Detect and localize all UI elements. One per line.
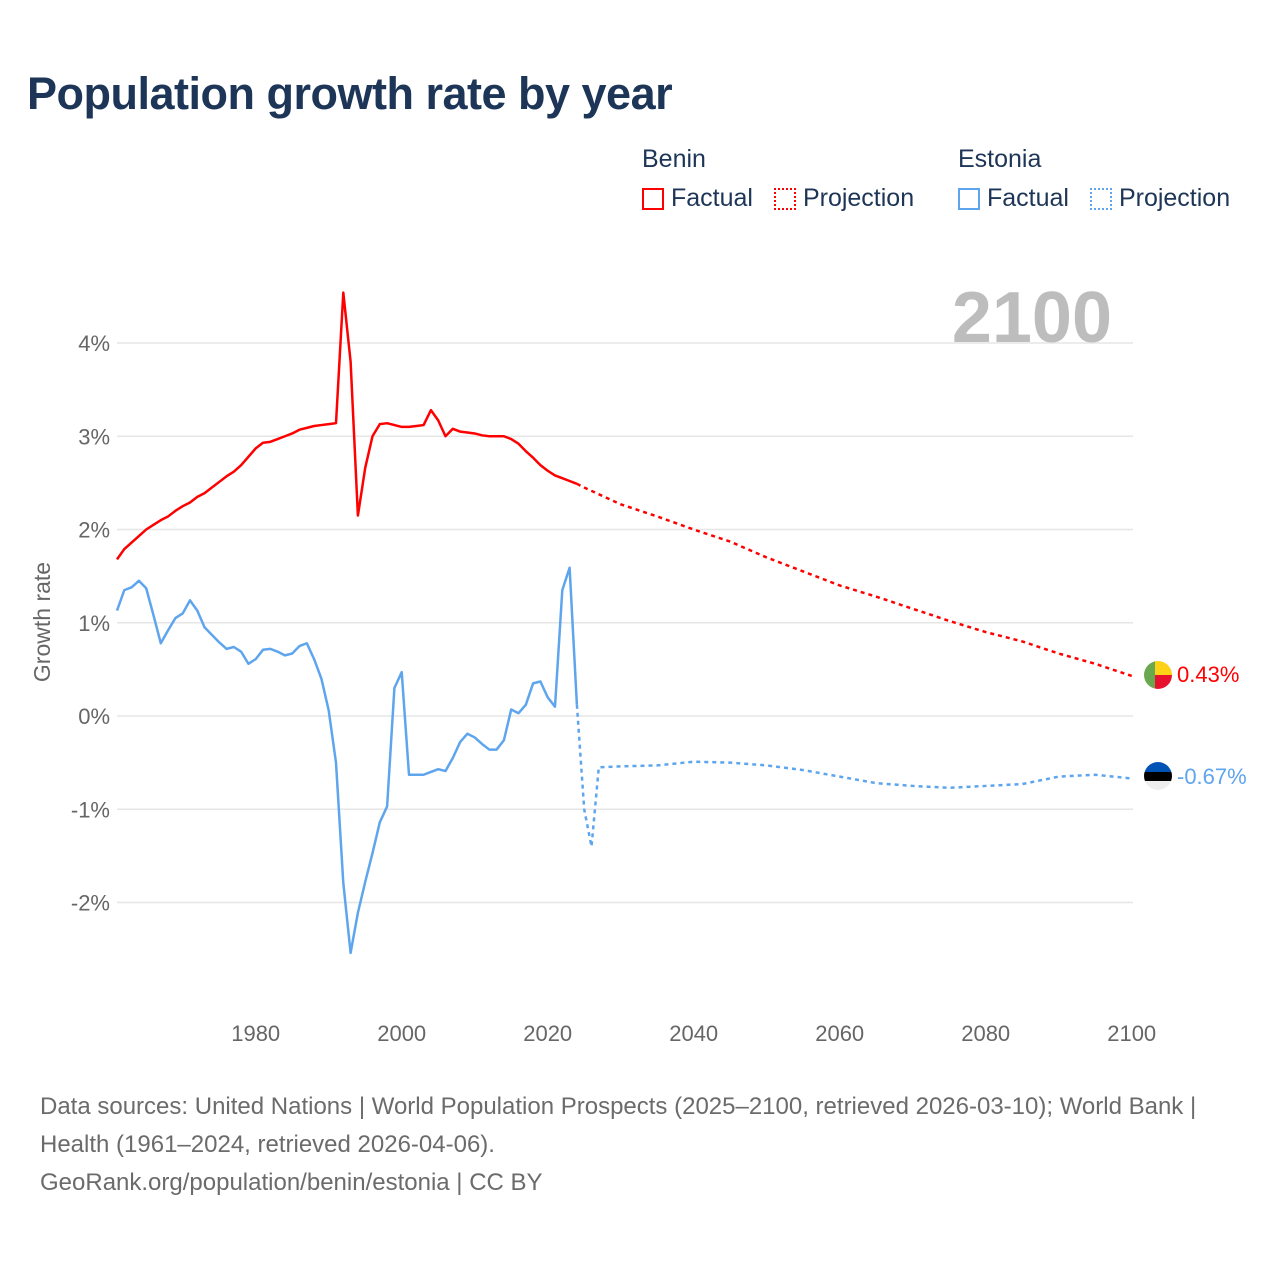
y-tick-label: -2% (71, 891, 110, 916)
y-tick-label: 2% (78, 518, 110, 543)
legend-country-name: Estonia (958, 145, 1042, 173)
estonia-factual-line (115, 566, 579, 955)
data-sources: Data sources: United Nations | World Pop… (40, 1093, 1197, 1158)
x-tick-label: 2060 (815, 1021, 864, 1046)
legend-label: Factual (671, 184, 753, 212)
y-tick-label: -1% (71, 797, 110, 822)
footer: Data sources: United Nations | World Pop… (40, 1088, 1240, 1202)
legend-label: Projection (802, 184, 915, 212)
x-tick-label: 2040 (669, 1021, 718, 1046)
estonia-projection-line (575, 704, 1132, 847)
legend-label: Projection (1118, 184, 1231, 212)
x-tick-label: 2020 (523, 1021, 572, 1046)
legend-benin: Benin Factual Projection (642, 145, 928, 217)
legend-item-estonia-factual[interactable]: Factual (958, 184, 1069, 213)
legend-item-benin-factual[interactable]: Factual (642, 184, 753, 213)
legend-item-benin-projection[interactable]: Projection (773, 184, 915, 213)
attribution-link[interactable]: GeoRank.org/population/benin/estonia | C… (40, 1169, 543, 1196)
legend-country-name: Benin (642, 145, 706, 173)
x-tick-label: 2080 (961, 1021, 1010, 1046)
solid-swatch-icon (642, 187, 664, 210)
chart-title: Population growth rate by year (27, 68, 673, 119)
legend-item-estonia-projection[interactable]: Projection (1089, 184, 1231, 213)
benin-factual-line (115, 291, 578, 561)
y-axis-label: Growth rate (29, 562, 55, 682)
dotted-swatch-icon (773, 187, 796, 210)
year-display: 2100 (952, 278, 1112, 358)
x-tick-label: 1980 (231, 1021, 280, 1046)
estonia-end-label: -0.67% (1177, 764, 1247, 789)
estonia-flag-icon (1144, 762, 1172, 790)
x-tick-label: 2000 (377, 1021, 426, 1046)
y-tick-label: 4% (78, 331, 110, 356)
solid-swatch-icon (958, 187, 980, 210)
benin-end-label: 0.43% (1177, 662, 1239, 687)
y-tick-label: 3% (78, 424, 110, 449)
x-tick-label: 2100 (1107, 1021, 1156, 1046)
dotted-swatch-icon (1089, 187, 1112, 210)
legend-label: Factual (987, 184, 1069, 212)
benin-flag-icon (1144, 661, 1172, 689)
legend-estonia: Estonia Factual Projection (958, 145, 1244, 217)
benin-projection-line (576, 482, 1133, 678)
y-tick-label: 0% (78, 704, 110, 729)
y-tick-label: 1% (78, 611, 110, 636)
